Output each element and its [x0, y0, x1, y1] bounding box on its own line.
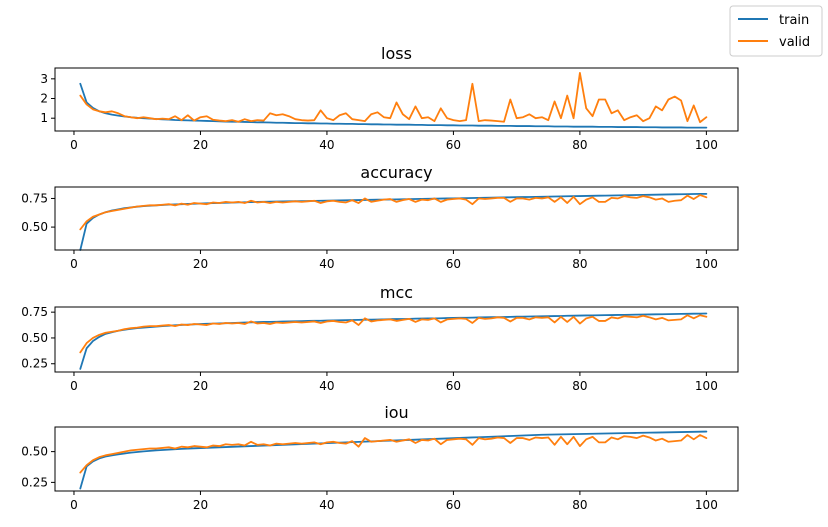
x-tick-label: 80 [572, 257, 587, 271]
x-tick-label: 60 [446, 257, 461, 271]
x-tick-label: 100 [695, 138, 718, 152]
y-tick-label: 0.75 [21, 191, 48, 205]
x-tick-label: 20 [193, 498, 208, 512]
x-tick-label: 60 [446, 138, 461, 152]
x-tick-label: 0 [70, 498, 78, 512]
series-line-valid [79, 194, 708, 231]
legend-label-train: train [779, 13, 809, 28]
series-line-valid [79, 72, 708, 124]
x-tick-label: 20 [193, 379, 208, 393]
x-tick-label: 100 [695, 379, 718, 393]
x-tick-label: 20 [193, 257, 208, 271]
subplot-title: accuracy [360, 163, 432, 182]
x-tick-label: 80 [572, 379, 587, 393]
x-tick-label: 0 [70, 257, 78, 271]
series-line-train [79, 312, 708, 370]
subplot-loss: loss 0 20 40 60 80 100 1 2 3 [40, 44, 739, 152]
y-tick-label: 0.50 [21, 331, 48, 345]
subplot-title: loss [381, 44, 412, 63]
y-tick-label: 0.50 [21, 445, 48, 459]
axes-frame [54, 306, 739, 373]
subplot-panels: loss 0 20 40 60 80 100 1 2 3 accuracy 0 20 40 60 80 100 0… [21, 44, 739, 512]
subplot-title: mcc [380, 283, 413, 302]
x-tick-label: 80 [572, 138, 587, 152]
axes-frame [54, 426, 739, 492]
y-tick-label: 0.75 [21, 305, 48, 319]
series-line-train [79, 82, 708, 129]
x-tick-label: 60 [446, 498, 461, 512]
x-tick-label: 40 [319, 138, 334, 152]
x-tick-label: 100 [695, 498, 718, 512]
subplot-accuracy: accuracy 0 20 40 60 80 100 0.50 0.75 [21, 163, 739, 271]
y-tick-label: 0.50 [21, 220, 48, 234]
series-line-valid [79, 434, 708, 474]
x-tick-label: 40 [319, 257, 334, 271]
y-tick-label: 0.25 [21, 475, 48, 489]
subplot-title: iou [384, 403, 408, 422]
series-line-valid [79, 314, 708, 354]
legend: train valid [729, 5, 823, 57]
subplot-mcc: mcc 0 20 40 60 80 100 0.25 0.50 0.75 [21, 283, 739, 393]
x-tick-label: 60 [446, 379, 461, 393]
y-tick-label: 1 [40, 111, 48, 125]
x-tick-label: 20 [193, 138, 208, 152]
axes-frame [54, 186, 739, 251]
x-tick-label: 0 [70, 138, 78, 152]
series-line-train [79, 192, 708, 251]
x-tick-label: 100 [695, 257, 718, 271]
axes-frame [54, 67, 739, 132]
y-tick-label: 2 [40, 92, 48, 106]
x-tick-label: 40 [319, 498, 334, 512]
subplot-iou: iou 0 20 40 60 80 100 0.25 0.50 [21, 403, 739, 512]
x-tick-label: 80 [572, 498, 587, 512]
x-tick-label: 40 [319, 379, 334, 393]
y-tick-label: 0.25 [21, 357, 48, 371]
legend-label-valid: valid [779, 35, 810, 50]
y-tick-label: 3 [40, 72, 48, 86]
x-tick-label: 0 [70, 379, 78, 393]
